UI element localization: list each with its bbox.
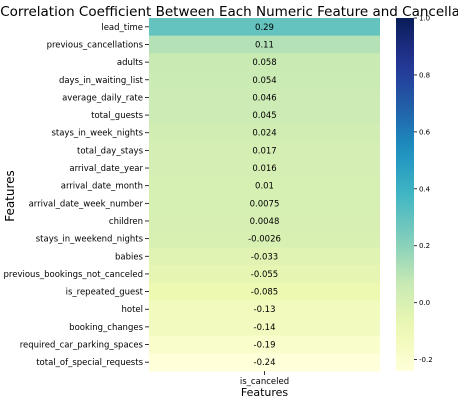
heatmap-cell (149, 18, 380, 37)
heatmap-cell (149, 300, 380, 319)
cell-value-label: -0.19 (254, 341, 276, 351)
row-label: booking_changes (69, 323, 143, 333)
colorbar-tick-label: 0.4 (419, 185, 431, 193)
row-label: total_guests (91, 111, 143, 121)
heatmap-cell (149, 282, 380, 301)
row-label: lead_time (101, 23, 143, 33)
heatmap-cell (149, 318, 380, 337)
cell-value-label: 0.016 (252, 164, 276, 174)
row-label: arrival_date_month (61, 182, 143, 192)
heatmap-cell (149, 265, 380, 284)
row-label: stays_in_weekend_nights (36, 235, 144, 245)
x-axis-label: Features (241, 386, 289, 399)
colorbar-tick-label: 0.6 (419, 128, 431, 136)
heatmap-cell (149, 35, 380, 54)
heatmap-cell (149, 141, 380, 160)
cell-value-label: 0.0048 (250, 217, 280, 227)
row-label: previous_bookings_not_canceled (4, 270, 143, 280)
row-label: average_daily_rate (62, 93, 143, 103)
cell-value-label: -0.055 (251, 270, 278, 280)
y-axis-label: Features (3, 170, 17, 222)
colorbar-ticks: -0.2 0.0 0.2 0.4 0.6 0.8 1.0 (414, 15, 433, 364)
heatmap-cell (149, 123, 380, 143)
heatmap-cell (149, 53, 380, 72)
heatmap-cell (149, 229, 380, 248)
cell-value-label: 0.01 (255, 182, 274, 192)
colorbar: -0.2 0.0 0.2 0.4 0.6 0.8 1.0 (396, 15, 433, 371)
cell-value-label: -0.24 (254, 358, 276, 368)
heatmap-cell (149, 353, 380, 372)
row-label: total_day_stays (77, 146, 144, 156)
heatmap-cell (149, 70, 380, 90)
row-label: arrival_date_week_number (29, 199, 144, 209)
colorbar-tick-label: -0.2 (419, 356, 433, 364)
colorbar-tick-label: 0.2 (419, 242, 430, 250)
cell-value-label: 0.024 (252, 129, 276, 139)
cell-value-label: -0.14 (254, 323, 276, 333)
cell-value-label: -0.0026 (248, 235, 281, 245)
cell-value-label: 0.054 (252, 76, 276, 86)
row-label: required_car_parking_spaces (20, 341, 144, 351)
x-tick: is_canceled (240, 371, 289, 387)
row-label: previous_cancellations (47, 40, 144, 50)
row-label: babies (115, 252, 144, 262)
heatmap-cell (149, 106, 380, 125)
heatmap-cells: 0.29 0.11 0.058 0.054 0.046 0.045 0.024 0.017 0.… (149, 18, 380, 372)
row-label: arrival_date_year (69, 164, 143, 174)
heatmap-cell (149, 247, 380, 266)
cell-value-label: 0.11 (255, 40, 274, 50)
row-label: is_repeated_guest (66, 288, 144, 298)
cell-value-label: 0.045 (252, 111, 276, 121)
colorbar-tick-label: 1.0 (419, 15, 430, 23)
cell-value-label: 0.058 (252, 58, 276, 68)
heatmap-cell (149, 159, 380, 178)
colorbar-gradient (396, 18, 414, 371)
row-label: stays_in_week_nights (51, 129, 143, 139)
cell-value-label: 0.017 (252, 146, 276, 156)
cell-value-label: -0.13 (254, 305, 276, 315)
heatmap-cell (149, 176, 380, 195)
cell-value-label: 0.29 (255, 23, 274, 33)
colorbar-tick-label: 0.0 (419, 299, 430, 307)
cell-value-label: -0.033 (251, 252, 278, 262)
heatmap-cell (149, 88, 380, 107)
cell-value-label: -0.085 (251, 288, 278, 298)
heatmap-cell (149, 194, 380, 213)
row-label: total_of_special_requests (36, 358, 143, 368)
row-label: children (109, 217, 143, 227)
x-tick-label: is_canceled (240, 377, 289, 387)
row-label: hotel (121, 305, 143, 315)
colorbar-tick-label: 0.8 (419, 71, 430, 79)
row-label: days_in_waiting_list (59, 76, 144, 86)
heatmap-cell (149, 335, 380, 354)
row-label: adults (117, 58, 144, 68)
chart-title: Correlation Coefficient Between Each Num… (0, 4, 458, 20)
cell-value-label: 0.046 (252, 93, 276, 103)
cell-value-label: 0.0075 (250, 199, 280, 209)
heatmap-cell (149, 212, 380, 231)
